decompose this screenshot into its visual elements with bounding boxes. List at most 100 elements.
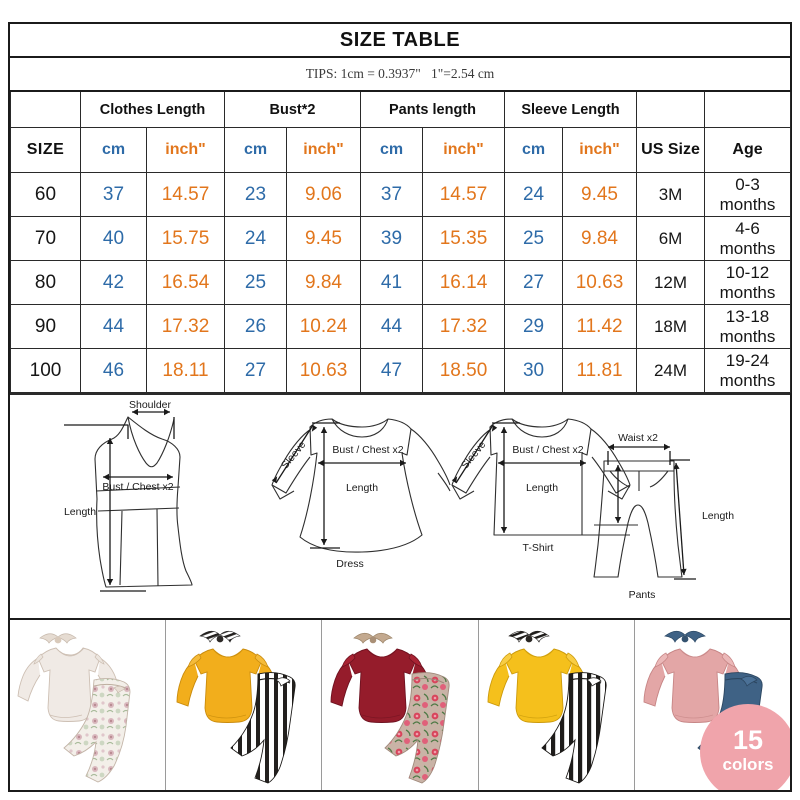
pants-length-dimension bbox=[670, 459, 696, 580]
cell-pants-in: 14.57 bbox=[421, 172, 506, 217]
cell-clothes-cm: 37 bbox=[80, 172, 147, 217]
column-header-us-size: US Size bbox=[636, 127, 706, 173]
column-header-clothes-inch: inch" bbox=[146, 127, 225, 173]
cell-pants-in: 17.32 bbox=[421, 304, 506, 349]
cell-age: 19-24 months bbox=[704, 348, 792, 393]
group-header-blank-left bbox=[10, 92, 81, 128]
cell-sleeve-in: 11.42 bbox=[562, 304, 638, 349]
cell-sleeve-in: 9.45 bbox=[562, 172, 638, 217]
tshirt-length-dimension bbox=[492, 422, 520, 533]
cell-pants-cm: 37 bbox=[360, 172, 423, 217]
product-photo-4[interactable] bbox=[478, 620, 635, 790]
dress-garment-icon bbox=[271, 418, 451, 553]
tips-text: TIPS: 1cm = 0.3937" 1"=2.54 cm bbox=[305, 66, 495, 81]
dress-sleeve-label: Sleeve bbox=[279, 439, 309, 472]
measurement-diagrams-band: Shoulder Bust / Chest x2 Length bbox=[10, 393, 790, 615]
tank-bust-label: Bust / Chest x2 bbox=[102, 481, 173, 493]
dress-sleeve-dimension bbox=[271, 424, 318, 484]
product-photo-2[interactable] bbox=[166, 620, 323, 790]
cell-size: 80 bbox=[10, 260, 81, 305]
cell-sleeve-cm: 29 bbox=[504, 304, 564, 349]
tshirt-length-label: Length bbox=[526, 482, 558, 494]
cell-clothes-in: 14.57 bbox=[146, 172, 225, 217]
pants-length-label: Length bbox=[702, 510, 734, 522]
cell-clothes-in: 18.11 bbox=[146, 348, 225, 393]
cell-pants-cm: 47 bbox=[360, 348, 423, 393]
tank-shoulder-dimension bbox=[64, 408, 175, 439]
group-header-blank-us bbox=[636, 92, 706, 128]
table-row: 70 40 15.75 24 9.45 39 15.35 25 9.84 6M … bbox=[10, 216, 792, 261]
color-count-badge: 15 colors bbox=[700, 704, 791, 790]
cell-us-size: 12M bbox=[636, 260, 706, 305]
pants bbox=[63, 677, 131, 783]
column-header-pants-cm: cm bbox=[360, 127, 423, 173]
table-row: 90 44 17.32 26 10.24 44 17.32 29 11.42 1… bbox=[10, 304, 792, 349]
table-unit-header-row: SIZE cm inch" cm inch" cm inch" cm inch"… bbox=[10, 127, 792, 173]
cell-bust-in: 9.45 bbox=[286, 216, 361, 261]
cell-clothes-in: 17.32 bbox=[146, 304, 225, 349]
cell-clothes-cm: 42 bbox=[80, 260, 147, 305]
product-photo-strip: 15 colors bbox=[8, 620, 792, 792]
group-header-blank-age bbox=[704, 92, 792, 128]
measurement-diagrams-svg: Shoulder Bust / Chest x2 Length bbox=[64, 399, 734, 601]
cell-bust-cm: 25 bbox=[224, 260, 287, 305]
cell-sleeve-cm: 30 bbox=[504, 348, 564, 393]
pants-caption: Pants bbox=[629, 589, 656, 601]
pants-garment-icon bbox=[593, 460, 683, 578]
column-header-sleeve-inch: inch" bbox=[562, 127, 638, 173]
tank-bust-dimension bbox=[103, 473, 173, 481]
cell-bust-cm: 27 bbox=[224, 348, 287, 393]
cell-size: 60 bbox=[10, 172, 81, 217]
tshirt-garment-icon bbox=[451, 418, 631, 536]
tshirt-bust-dimension bbox=[498, 459, 586, 467]
cell-us-size: 3M bbox=[636, 172, 706, 217]
pants-waist-label: Waist x2 bbox=[618, 432, 658, 444]
headband-icon bbox=[353, 632, 394, 644]
cell-clothes-in: 16.54 bbox=[146, 260, 225, 305]
badge-count: 15 bbox=[732, 725, 764, 756]
headband-icon bbox=[39, 633, 77, 644]
tshirt-caption: T-Shirt bbox=[523, 542, 554, 554]
tank-length-label: Length bbox=[64, 506, 96, 518]
pants bbox=[384, 672, 450, 784]
dress-length-dimension bbox=[310, 422, 340, 549]
cell-size: 100 bbox=[10, 348, 81, 393]
cell-bust-cm: 26 bbox=[224, 304, 287, 349]
headband-icon bbox=[199, 630, 241, 643]
cell-sleeve-cm: 25 bbox=[504, 216, 564, 261]
cell-pants-in: 16.14 bbox=[421, 260, 506, 305]
cell-age: 13-18 months bbox=[704, 304, 792, 349]
tshirt-sleeve-label: Sleeve bbox=[459, 439, 489, 472]
cell-bust-in: 9.84 bbox=[286, 260, 361, 305]
table-title-row: SIZE TABLE bbox=[10, 24, 790, 58]
dress-length-label: Length bbox=[346, 482, 378, 494]
pants bbox=[540, 672, 607, 784]
product-photo-1[interactable] bbox=[10, 620, 167, 790]
cell-clothes-cm: 40 bbox=[80, 216, 147, 261]
cell-bust-in: 9.06 bbox=[286, 172, 361, 217]
column-header-age: Age bbox=[704, 127, 792, 173]
column-header-bust-inch: inch" bbox=[286, 127, 361, 173]
tank-shoulder-label: Shoulder bbox=[129, 399, 172, 411]
cell-clothes-in: 15.75 bbox=[146, 216, 225, 261]
badge-label: colors bbox=[722, 755, 774, 775]
pants-waist-dimension bbox=[607, 443, 671, 465]
dress-caption: Dress bbox=[336, 558, 363, 570]
cell-pants-cm: 41 bbox=[360, 260, 423, 305]
cell-sleeve-in: 10.63 bbox=[562, 260, 638, 305]
cell-size: 90 bbox=[10, 304, 81, 349]
cell-age: 4-6 months bbox=[704, 216, 792, 261]
cell-us-size: 24M bbox=[636, 348, 706, 393]
product-photo-3[interactable] bbox=[322, 620, 479, 790]
product-photo-5[interactable]: 15 colors bbox=[634, 620, 791, 790]
cell-us-size: 6M bbox=[636, 216, 706, 261]
group-header-pants-length: Pants length bbox=[359, 92, 506, 128]
tshirt-bust-label: Bust / Chest x2 bbox=[512, 444, 583, 456]
column-header-sleeve-cm: cm bbox=[504, 127, 564, 173]
group-header-clothes-length: Clothes Length bbox=[80, 92, 225, 128]
cell-pants-cm: 44 bbox=[360, 304, 423, 349]
pants-rise-dimension bbox=[614, 465, 622, 523]
table-row: 100 46 18.11 27 10.63 47 18.50 30 11.81 … bbox=[10, 348, 792, 393]
cell-sleeve-in: 9.84 bbox=[562, 216, 638, 261]
